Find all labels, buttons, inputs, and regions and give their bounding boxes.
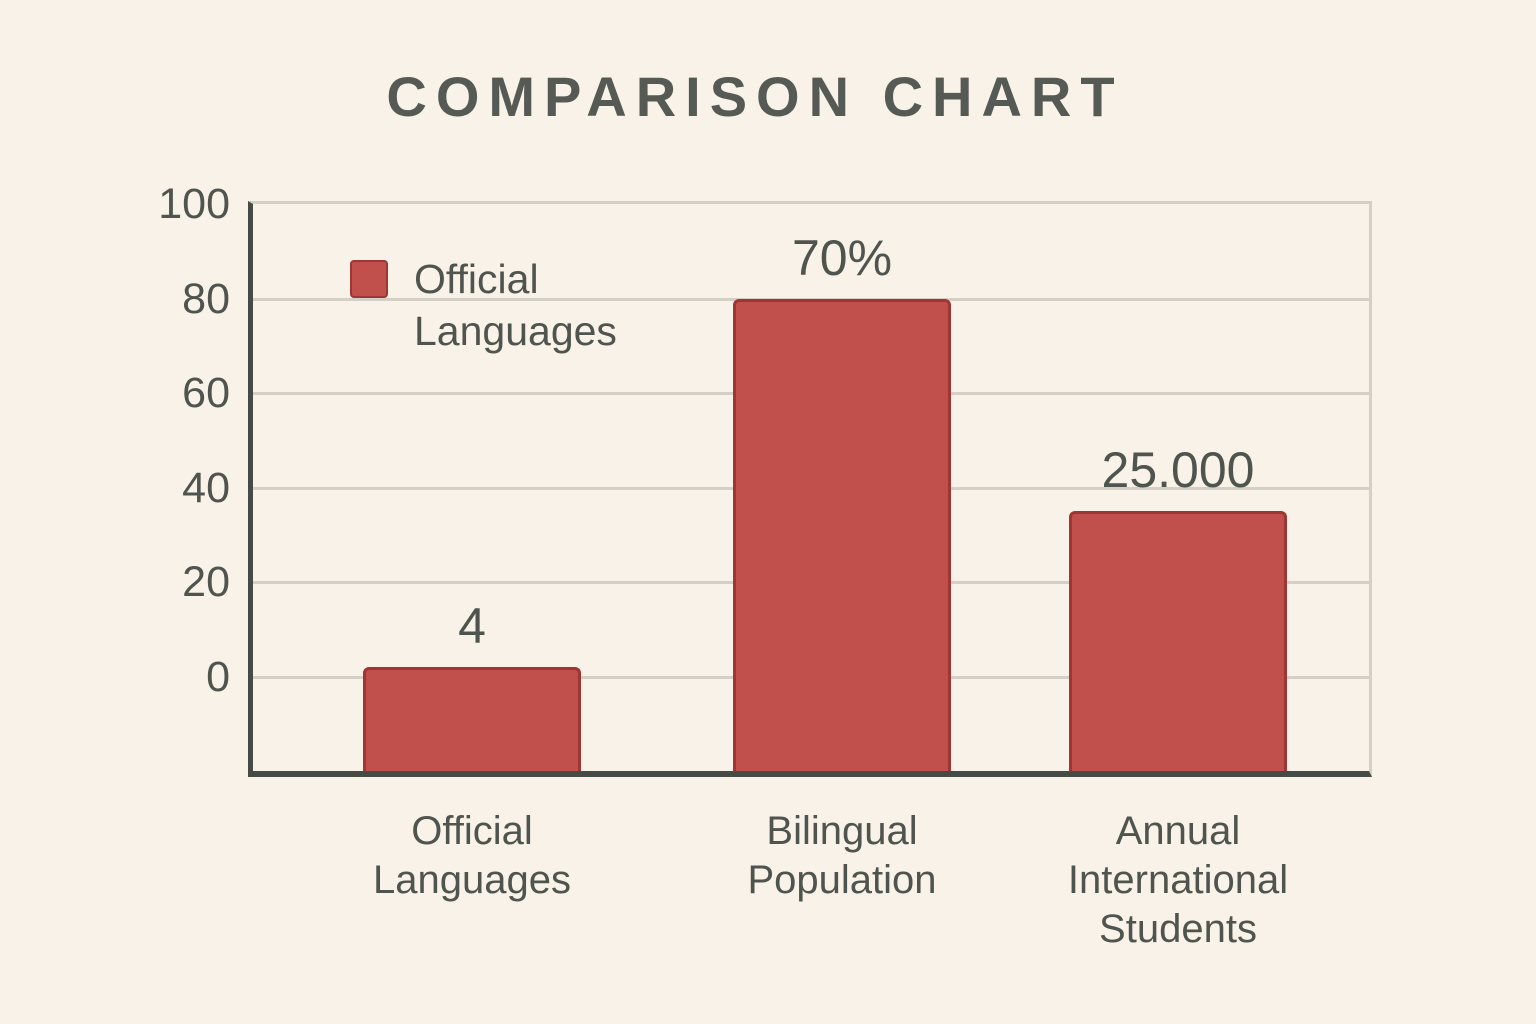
y-tick-label: 0	[206, 652, 230, 701]
y-tick-label: 100	[158, 180, 230, 228]
plot-area: Official Languages 4 70% 25.000	[248, 201, 1372, 777]
chart-title: COMPARISON CHART	[386, 65, 1124, 128]
bar-3	[1069, 511, 1287, 771]
y-tick-label: 20	[182, 558, 230, 606]
bar-value-label: 4	[458, 598, 486, 655]
x-axis-label: Official Languages	[373, 809, 571, 902]
x-axis-label: Bilingual Population	[747, 809, 937, 902]
bar-value-label: 70%	[791, 229, 893, 286]
bar-value-label: 25.000	[1101, 442, 1255, 499]
legend: Official Languages	[350, 253, 654, 357]
legend-label: Official Languages	[414, 256, 617, 354]
y-tick-label: 40	[182, 463, 230, 512]
bar-2	[733, 298, 951, 771]
legend-swatch-icon	[350, 260, 388, 298]
x-axis-label: Annual International Students	[1067, 809, 1289, 951]
y-tick-label: 60	[182, 369, 230, 417]
bar-1	[363, 667, 581, 771]
y-tick-label: 80	[182, 274, 230, 323]
